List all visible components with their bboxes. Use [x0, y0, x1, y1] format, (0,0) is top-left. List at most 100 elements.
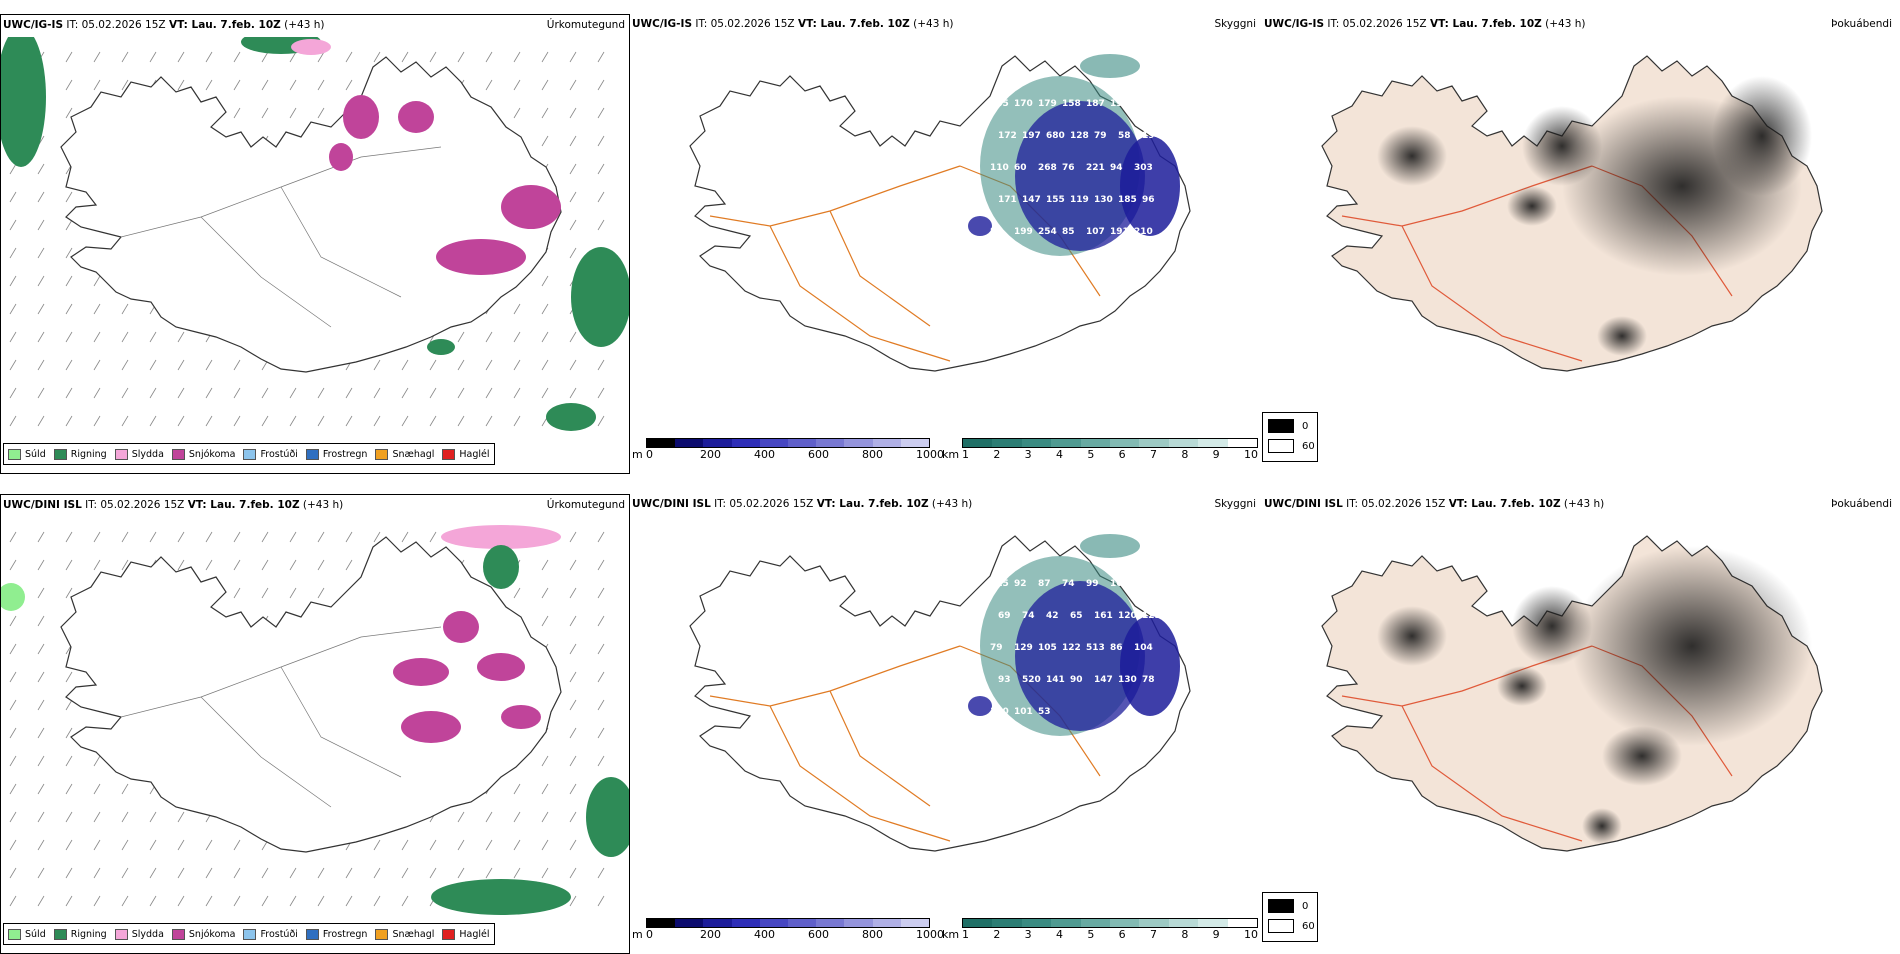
colorbar-tick: 800 [862, 928, 883, 941]
wind-barb [149, 51, 157, 63]
precip-legend: Súld Rigning Slydda Snjókoma Frostúði Frostre… [3, 443, 495, 465]
cloud-base-label: 79 [1094, 131, 1107, 141]
cloud-base-label: 86 [990, 227, 1003, 237]
wind-barb [513, 783, 521, 795]
cloud-base-label: 53 [1038, 707, 1051, 717]
wind-barb [37, 671, 45, 683]
wind-barb [401, 51, 409, 63]
wind-barb [37, 755, 45, 767]
wind-barb [345, 867, 353, 879]
wind-barb [177, 839, 185, 851]
snow-area [436, 239, 526, 275]
colorbar-strip [962, 438, 1258, 448]
wind-barb [541, 135, 549, 147]
wind-barb [569, 163, 577, 175]
colorbar-strip [646, 438, 930, 448]
cloud-base-label: 87 [1038, 579, 1051, 589]
cloud-base-label: 147 [1094, 675, 1113, 685]
colorbar-cell [675, 919, 704, 927]
wind-barb [93, 839, 101, 851]
wind-barb [177, 415, 185, 427]
wind-barb [597, 671, 605, 683]
colorbar-tick: 400 [754, 448, 775, 461]
colorbar-cell [1021, 919, 1052, 927]
wind-barb [541, 275, 549, 287]
wind-barb [93, 531, 101, 543]
legend-item: Snæhagl [375, 448, 434, 460]
wind-barb [9, 219, 17, 231]
cloud-base-label: 103 [1110, 579, 1129, 589]
wind-barb [513, 867, 521, 879]
wind-barb [513, 79, 521, 91]
cloud-base-label: 185 [1118, 195, 1137, 205]
colorbar-tick: 1 [962, 928, 969, 941]
wind-barb [569, 219, 577, 231]
wind-barb [93, 331, 101, 343]
panel-header: UWC/IG-IS IT: 05.02.2026 15Z VT: Lau. 7.… [632, 18, 954, 30]
wind-barb [569, 331, 577, 343]
legend-swatch [442, 448, 456, 460]
colorbar-tick: 800 [862, 448, 883, 461]
legend-swatch [171, 448, 185, 460]
cloud-base-label: 120 [990, 707, 1009, 717]
cloud-base-label: 96 [1142, 195, 1155, 205]
cloud-base-label: 129 [1014, 643, 1033, 653]
wind-barb [93, 867, 101, 879]
wind-barb [9, 387, 17, 399]
panel-header: UWC/DINI ISL IT: 05.02.2026 15Z VT: Lau.… [632, 498, 973, 510]
fog-area [1712, 76, 1812, 196]
wind-barb [373, 867, 381, 879]
colorbar-cell [1110, 439, 1140, 447]
rain-area [483, 545, 519, 589]
wind-barb [457, 359, 465, 371]
wind-barb [401, 895, 409, 907]
cloud-base-label: 122 [1062, 643, 1081, 653]
wind-barb [457, 415, 465, 427]
wind-barb [429, 867, 437, 879]
wind-barb [93, 387, 101, 399]
wind-barb [569, 135, 577, 147]
wind-barb [233, 387, 241, 399]
wind-barb [65, 839, 73, 851]
wind-barb [457, 839, 465, 851]
wind-barb [149, 331, 157, 343]
snow-area [343, 95, 379, 139]
wind-barb [541, 79, 549, 91]
wind-barb [541, 51, 549, 63]
colorbar-unit: km [942, 448, 960, 461]
cloud-base-label: 85 [1062, 227, 1075, 237]
wind-barb [37, 727, 45, 739]
cloud-base-label: 520 [1022, 675, 1041, 685]
wind-barb [65, 191, 73, 203]
roads [120, 626, 442, 808]
colorbar-tick: 7 [1150, 448, 1157, 461]
wind-barb [233, 359, 241, 371]
panel-title: Skyggni [1214, 18, 1257, 30]
wind-barb [205, 867, 213, 879]
wind-barb [121, 783, 129, 795]
wind-barb [289, 107, 297, 119]
wind-barb [373, 839, 381, 851]
wind-barb [317, 867, 325, 879]
cloud-base-label: 104 [1134, 643, 1153, 653]
wind-barb [541, 107, 549, 119]
wind-barb [289, 51, 297, 63]
colorbar-tick: 3 [1024, 448, 1032, 461]
wind-barb [541, 783, 549, 795]
wind-barb [205, 51, 213, 63]
wind-barb [373, 51, 381, 63]
wind-barb [121, 531, 129, 543]
colorbar-cell [1080, 439, 1111, 447]
wind-barb [485, 331, 493, 343]
fog-legend-label: 60 [1302, 440, 1315, 452]
wind-barb [569, 387, 577, 399]
cloud-base-label: 107 [1086, 227, 1105, 237]
legend-label: Haglél [459, 928, 490, 940]
cloud-base-label: 155 [1046, 195, 1065, 205]
low-cloud-area [1120, 136, 1180, 236]
wind-barb [37, 163, 45, 175]
cloud-base-label: 125 [1142, 611, 1161, 621]
wind-barb [93, 755, 101, 767]
wind-barb [569, 51, 577, 63]
wind-barb [541, 559, 549, 571]
